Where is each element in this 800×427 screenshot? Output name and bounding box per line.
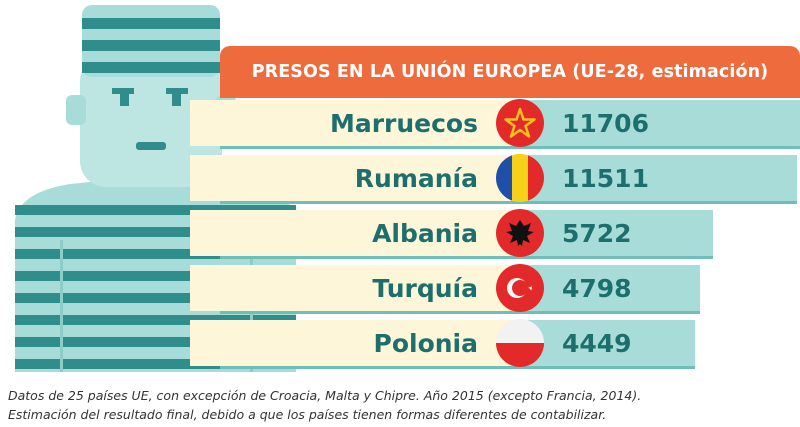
category-label: Turquía xyxy=(372,273,478,303)
bar xyxy=(520,155,797,201)
bar-label-band xyxy=(190,155,520,201)
bar-edge xyxy=(220,366,695,369)
footnote-2: Estimación del resultado final, debido a… xyxy=(8,407,607,422)
data-label: 4798 xyxy=(562,273,632,303)
bar xyxy=(520,210,713,256)
bar xyxy=(520,320,695,366)
category-label: Marruecos xyxy=(329,108,478,138)
bar xyxy=(520,100,800,146)
bar-edge xyxy=(220,146,800,149)
category-label: Rumanía xyxy=(354,163,478,193)
bar-label-band xyxy=(190,100,520,146)
bar-label-band xyxy=(190,210,520,256)
turkey-flag-icon xyxy=(495,263,545,313)
morocco-flag-icon xyxy=(495,98,545,148)
bar-row-marruecos: Marruecos 11706 xyxy=(0,98,800,155)
bar-row-albania: Albania 5722 xyxy=(0,208,800,265)
bar xyxy=(520,265,700,311)
bar-row-rumanía: Rumanía 11511 xyxy=(0,153,800,210)
data-label: 11511 xyxy=(562,163,649,193)
bar-label-band xyxy=(190,265,520,311)
footnote-1: Datos de 25 países UE, con excepción de … xyxy=(8,388,642,403)
bar-edge xyxy=(220,201,797,204)
category-label: Albania xyxy=(372,218,478,248)
data-label: 11706 xyxy=(562,108,649,138)
bar-edge xyxy=(220,256,713,259)
bar-edge xyxy=(220,311,700,314)
chart-title: PRESOS EN LA UNIÓN EUROPEA (UE-28, estim… xyxy=(220,46,800,98)
bar-row-polonia: Polonia 4449 xyxy=(0,318,800,375)
albania-flag-icon xyxy=(495,208,545,258)
bar-label-band xyxy=(190,320,520,366)
poland-flag-icon xyxy=(495,318,545,368)
category-label: Polonia xyxy=(373,328,478,358)
data-label: 4449 xyxy=(562,328,632,358)
bar-row-turquía: Turquía 4798 xyxy=(0,263,800,320)
romania-flag-icon xyxy=(495,153,545,203)
data-label: 5722 xyxy=(562,218,632,248)
